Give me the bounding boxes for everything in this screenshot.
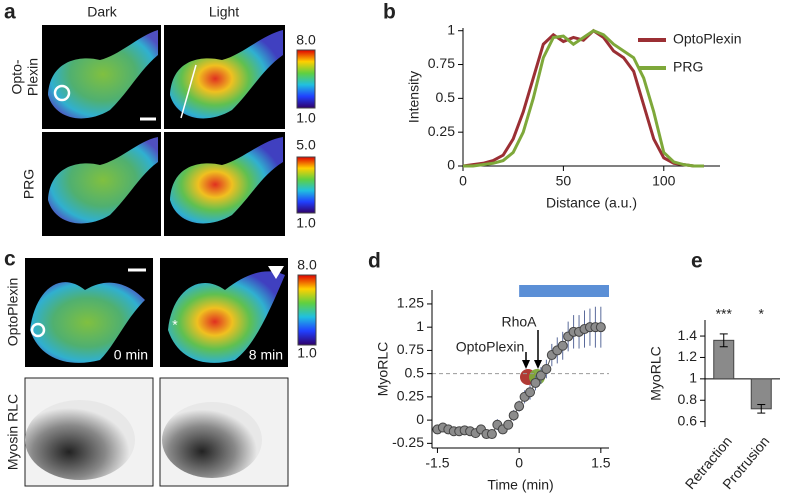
- point: [535, 370, 546, 381]
- panel-label: c: [4, 248, 16, 271]
- annotation: RhoA: [501, 314, 537, 330]
- time-label: 0 min: [114, 347, 148, 363]
- x-tick-label: 0: [459, 173, 467, 189]
- y-tick-label: 0.5: [405, 364, 425, 380]
- marker: *: [172, 317, 178, 333]
- row-label: Plexin: [25, 58, 41, 96]
- line: [462, 28, 704, 168]
- colorbar-min: 1.0: [296, 215, 316, 231]
- y-tick-label: -0.25: [392, 434, 424, 450]
- panel-label: e: [691, 250, 703, 273]
- time-label: 8 min: [249, 347, 283, 363]
- y-axis-label: MyoRLC: [648, 346, 664, 400]
- colorbar-min: 1.0: [296, 110, 316, 126]
- y-tick-label: 0: [416, 411, 424, 427]
- y-tick-label: 1: [416, 318, 424, 334]
- y-tick-label: 0.25: [428, 123, 455, 139]
- colorbar-min: 1.0: [297, 345, 317, 361]
- point: [486, 429, 497, 440]
- point: [503, 419, 514, 430]
- x-axis-label: Time (min): [487, 477, 553, 493]
- row-label: OptoPlexin: [5, 278, 21, 346]
- highlight-bar: [519, 285, 609, 297]
- y-tick-label: 0.5: [436, 89, 456, 105]
- annotation: OptoPlexin: [456, 339, 524, 355]
- colorbar-max: 5.0: [296, 137, 316, 153]
- value-label: ***: [716, 306, 733, 322]
- point: [514, 401, 525, 412]
- row-label: PRG: [21, 169, 37, 199]
- x-tick-label: -1.5: [425, 455, 449, 471]
- y-tick-label: 0.25: [397, 388, 424, 404]
- y-tick-label: 1.25: [397, 295, 424, 311]
- y-axis-label: Intensity: [406, 71, 422, 123]
- y-tick-label: 0: [447, 157, 455, 173]
- y-tick-label: 0.75: [397, 341, 424, 357]
- point: [525, 387, 536, 398]
- legend-label: PRG: [673, 59, 703, 75]
- row-label: Myosin RLC: [5, 394, 21, 470]
- x-tick-label: 1.5: [591, 455, 611, 471]
- x-tick-label: 100: [652, 173, 676, 189]
- x-axis-label: Distance (a.u.): [546, 195, 637, 211]
- row-label: Opto-: [9, 59, 25, 94]
- y-tick-label: 0.75: [428, 55, 455, 71]
- images-a: [42, 25, 316, 236]
- y-axis-label: MyoRLC: [375, 342, 391, 396]
- panel-label: d: [368, 250, 381, 273]
- point: [530, 377, 541, 388]
- y-tick-label: 0.6: [678, 412, 698, 428]
- point: [541, 364, 552, 374]
- y-tick-label: 0.8: [678, 391, 698, 407]
- panel-label: a: [4, 1, 16, 24]
- colorbar-max: 8.0: [296, 32, 316, 48]
- point: [595, 322, 606, 333]
- panel-label: b: [383, 1, 396, 24]
- colorbar-max: 8.0: [297, 257, 317, 273]
- x-tick-label: 0: [515, 455, 523, 471]
- value-label: *: [759, 306, 765, 322]
- column-label: Dark: [87, 4, 118, 20]
- y-tick-label: 1: [447, 21, 455, 37]
- point: [508, 410, 519, 421]
- y-tick-label: 1.2: [678, 348, 698, 364]
- y-tick-label: 1: [689, 370, 697, 386]
- point: [557, 340, 568, 351]
- legend-label: OptoPlexin: [673, 31, 741, 47]
- images-c: [24, 258, 317, 487]
- line: [463, 29, 704, 168]
- x-tick-label: 50: [556, 173, 572, 189]
- column-label: Light: [209, 4, 239, 20]
- y-tick-label: 1.4: [678, 327, 698, 343]
